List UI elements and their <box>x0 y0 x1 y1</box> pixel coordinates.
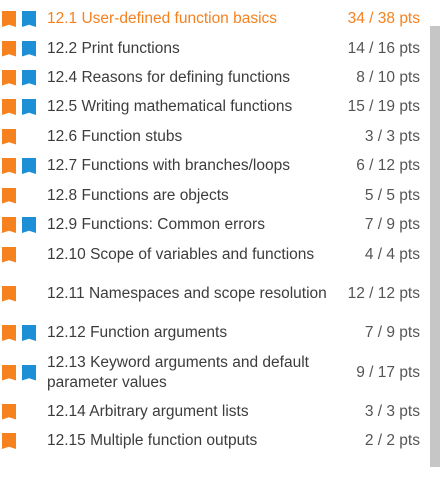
section-points: 3 / 3 pts <box>364 402 420 420</box>
section-row[interactable]: 12.15 Multiple function outputs 2 / 2 pt… <box>0 426 430 456</box>
icon-group <box>2 217 42 233</box>
participation-icon <box>2 99 16 115</box>
section-row[interactable]: 12.10 Scope of variables and functions 4… <box>0 240 430 269</box>
section-row[interactable]: 12.8 Functions are objects 5 / 5 pts <box>0 181 430 210</box>
icon-group <box>2 246 42 263</box>
section-points: 15 / 19 pts <box>347 98 420 115</box>
icon-group <box>2 69 42 86</box>
participation-icon <box>2 246 16 263</box>
section-title[interactable]: 12.12 Function arguments <box>47 324 228 341</box>
section-points: 14 / 16 pts <box>347 39 420 57</box>
participation-icon <box>2 158 16 174</box>
icon-group <box>2 285 42 302</box>
section-row[interactable]: 12.4 Reasons for defining functions 8 / … <box>0 63 430 92</box>
participation-icon <box>2 433 16 449</box>
challenge-icon <box>22 11 36 27</box>
icon-group <box>2 40 42 57</box>
section-title[interactable]: 12.9 Functions: Common errors <box>47 216 265 233</box>
participation-icon <box>2 403 16 420</box>
section-title[interactable]: 12.5 Writing mathematical functions <box>47 98 293 115</box>
icon-group <box>2 128 42 145</box>
scrollbar[interactable] <box>430 26 440 467</box>
section-points: 34 / 38 pts <box>347 10 420 27</box>
section-row[interactable]: 12.13 Keyword arguments and default para… <box>0 348 430 397</box>
participation-icon <box>2 217 16 233</box>
section-points: 9 / 17 pts <box>356 363 420 381</box>
section-row[interactable]: 12.7 Functions with branches/loops 6 / 1… <box>0 151 430 181</box>
section-title[interactable]: 12.8 Functions are objects <box>47 186 229 204</box>
challenge-icon <box>22 158 36 174</box>
participation-icon <box>2 69 16 86</box>
participation-icon <box>2 128 16 145</box>
icon-group <box>2 187 42 204</box>
participation-icon <box>2 11 16 27</box>
section-points: 7 / 9 pts <box>364 324 420 341</box>
icon-group <box>2 99 42 115</box>
challenge-icon <box>22 325 36 341</box>
section-points: 5 / 5 pts <box>364 186 420 204</box>
icon-group <box>2 433 42 449</box>
section-title[interactable]: 12.6 Function stubs <box>47 127 183 145</box>
section-title[interactable]: 12.10 Scope of variables and functions <box>47 245 315 263</box>
section-row[interactable]: 12.9 Functions: Common errors 7 / 9 pts <box>0 210 430 240</box>
section-points: 8 / 10 pts <box>356 68 420 86</box>
section-row[interactable]: 12.6 Function stubs 3 / 3 pts <box>0 122 430 151</box>
section-title[interactable]: 12.13 Keyword arguments and default para… <box>47 353 309 391</box>
challenge-icon <box>22 40 36 57</box>
section-title[interactable]: 12.1 User-defined function basics <box>47 10 278 27</box>
icon-group <box>2 403 42 420</box>
section-row[interactable]: 12.14 Arbitrary argument lists 3 / 3 pts <box>0 397 430 426</box>
section-row[interactable]: 12.11 Namespaces and scope resolution 12… <box>0 269 430 318</box>
section-row[interactable]: 12.2 Print functions 14 / 16 pts <box>0 34 430 63</box>
participation-icon <box>2 325 16 341</box>
section-row[interactable]: 12.12 Function arguments 7 / 9 pts <box>0 318 430 348</box>
participation-icon <box>2 285 16 302</box>
section-row[interactable]: 12.5 Writing mathematical functions 15 /… <box>0 92 430 122</box>
icon-group <box>2 325 42 341</box>
icon-group <box>2 158 42 174</box>
section-title[interactable]: 12.15 Multiple function outputs <box>47 432 258 449</box>
section-title[interactable]: 12.7 Functions with branches/loops <box>47 157 290 174</box>
icon-group <box>2 364 42 381</box>
section-points: 12 / 12 pts <box>347 284 420 302</box>
section-title[interactable]: 12.4 Reasons for defining functions <box>47 68 290 86</box>
section-points: 7 / 9 pts <box>364 216 420 233</box>
participation-icon <box>2 364 16 381</box>
challenge-icon <box>22 69 36 86</box>
section-points: 3 / 3 pts <box>364 127 420 145</box>
challenge-icon <box>22 99 36 115</box>
section-points: 6 / 12 pts <box>356 157 420 174</box>
participation-icon <box>2 187 16 204</box>
section-title[interactable]: 12.14 Arbitrary argument lists <box>47 402 249 420</box>
section-row[interactable]: 12.1 User-defined function basics 34 / 3… <box>0 4 430 34</box>
icon-group <box>2 11 42 27</box>
section-title[interactable]: 12.11 Namespaces and scope resolution <box>47 284 327 302</box>
participation-icon <box>2 40 16 57</box>
section-points: 2 / 2 pts <box>364 432 420 449</box>
challenge-icon <box>22 217 36 233</box>
challenge-icon <box>22 364 36 381</box>
section-title[interactable]: 12.2 Print functions <box>47 39 180 57</box>
section-points: 4 / 4 pts <box>364 245 420 263</box>
